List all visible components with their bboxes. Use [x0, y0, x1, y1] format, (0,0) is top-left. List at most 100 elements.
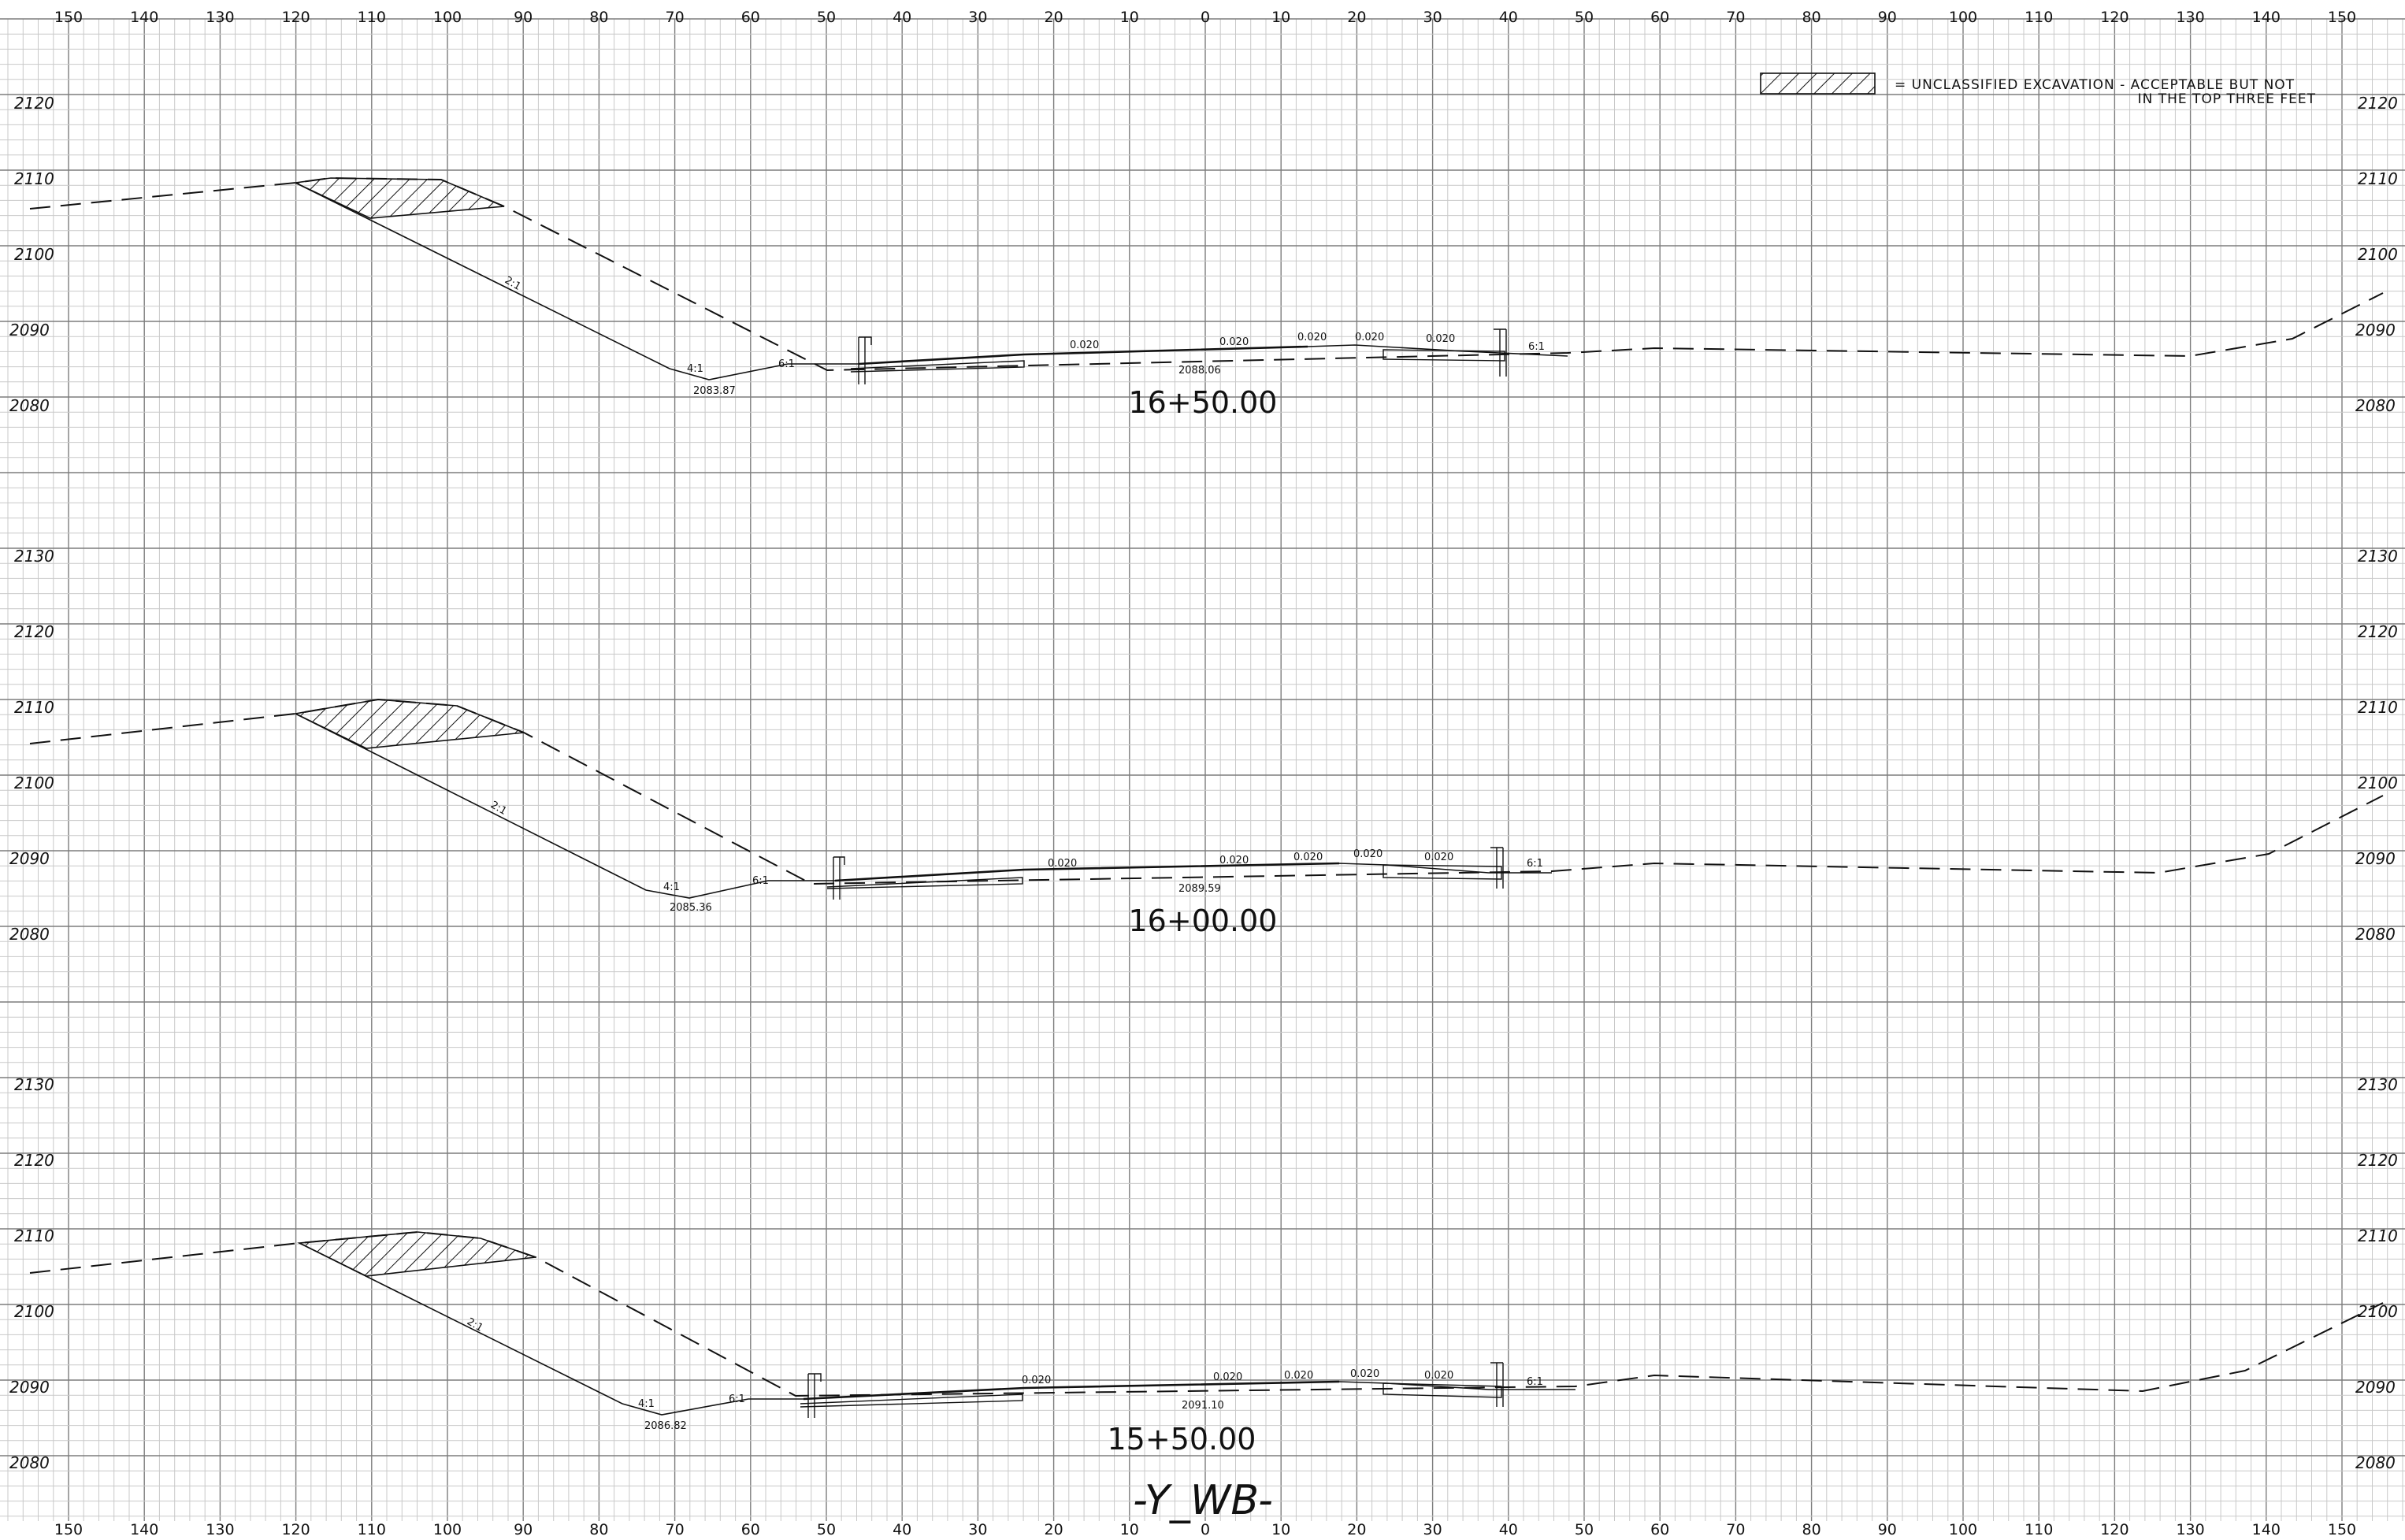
- offset-tick-label: 110: [358, 9, 386, 26]
- offset-tick-label: 100: [1949, 1521, 1977, 1538]
- offset-tick-label: 110: [2025, 9, 2053, 26]
- cross-slope-label: 0.020: [1284, 1370, 1313, 1382]
- offset-tick-label: 100: [1949, 9, 1977, 26]
- offset-tick-label: 40: [1499, 9, 1518, 26]
- offset-tick-label: 130: [2176, 9, 2204, 26]
- offset-tick-label: 90: [514, 9, 533, 26]
- left-elevation-labels: 2130 2120 2110 2100 2090 2080: [9, 1075, 54, 1472]
- offset-tick-label: 20: [1045, 9, 1063, 26]
- section-16-00: 2130 2120 2110 2100 2090 2080 2130 2120 …: [9, 547, 2398, 944]
- cross-slope-label: 0.020: [1424, 852, 1453, 863]
- elev-label: 2080: [9, 925, 50, 944]
- offset-tick-label: 60: [741, 1521, 760, 1538]
- offset-tick-label: 50: [1575, 1521, 1594, 1538]
- offset-tick-label: 30: [1423, 1521, 1442, 1538]
- offset-tick-label: 70: [666, 9, 685, 26]
- offset-tick-label: 130: [2176, 1521, 2204, 1538]
- offset-tick-label: 50: [817, 9, 836, 26]
- elev-label: 2130: [2358, 1075, 2398, 1094]
- offset-tick-label: 10: [1120, 9, 1139, 26]
- offset-tick-label: 10: [1271, 9, 1290, 26]
- right-elevation-labels: 2130 2120 2110 2100 2090 2080: [2355, 1075, 2398, 1472]
- cross-slope-label: 0.020: [1297, 332, 1327, 343]
- offset-tick-label: 10: [1120, 1521, 1139, 1538]
- elev-label: 2130: [14, 547, 54, 566]
- curb-and-gutter-right: [1383, 328, 1507, 377]
- section-15-50: 2130 2120 2110 2100 2090 2080 2130 2120 …: [9, 1075, 2398, 1472]
- offset-tick-label: 110: [358, 1521, 386, 1538]
- elev-label: 2090: [2355, 321, 2396, 340]
- left-elevation-labels: 2120 2110 2100 2090 2080: [9, 94, 54, 415]
- offset-tick-label: 20: [1045, 1521, 1063, 1538]
- elev-label: 2090: [2355, 849, 2396, 868]
- offset-tick-label: 30: [1423, 9, 1442, 26]
- cross-slope-label: 0.020: [1353, 848, 1383, 860]
- elev-label: 2120: [14, 1151, 54, 1170]
- elev-label: 2100: [2358, 774, 2398, 792]
- offset-tick-label: 90: [1878, 9, 1897, 26]
- offset-tick-label: 150: [2328, 1521, 2356, 1538]
- curb-and-gutter-left: [826, 856, 1023, 900]
- offset-tick-label: 120: [281, 1521, 310, 1538]
- elev-label: 2110: [14, 169, 54, 188]
- offset-tick-label: 30: [968, 9, 987, 26]
- elev-label: 2110: [2358, 169, 2398, 188]
- grade-elevation: 2088.06: [1178, 365, 1221, 377]
- cross-slope-label: 0.020: [1293, 852, 1323, 863]
- elev-label: 2110: [2358, 1226, 2398, 1245]
- curb-and-gutter-right: [1383, 1362, 1504, 1407]
- offset-tick-label: 120: [281, 9, 310, 26]
- right-elevation-labels: 2120 2110 2100 2090 2080: [2355, 94, 2398, 415]
- right-slope-label: 6:1: [1528, 341, 1545, 353]
- elev-label: 2080: [2355, 1453, 2396, 1472]
- offset-tick-label: 100: [433, 9, 462, 26]
- offset-tick-label: 140: [2252, 1521, 2281, 1538]
- offset-tick-label: 150: [54, 1521, 83, 1538]
- offset-tick-label: 140: [2252, 9, 2281, 26]
- elev-label: 2130: [14, 1075, 54, 1094]
- offset-tick-label: 150: [2328, 9, 2356, 26]
- elev-label: 2120: [2358, 1151, 2398, 1170]
- bottom-offset-axis: 150 140 130 120 110 100 90 80 70 60 50 40 30 20 10 0 10 2…: [54, 1521, 2356, 1538]
- offset-tick-label: 40: [1499, 1521, 1518, 1538]
- elev-label: 2100: [14, 774, 54, 792]
- offset-tick-label: 50: [1575, 9, 1594, 26]
- offset-tick-label: 70: [1726, 9, 1745, 26]
- left-elevation-labels: 2130 2120 2110 2100 2090 2080: [9, 547, 54, 944]
- curb-and-gutter-right: [1383, 847, 1504, 889]
- elev-label: 2080: [9, 1453, 50, 1472]
- sheet-title: -Y_WB-: [1133, 1477, 1273, 1524]
- offset-tick-label: 20: [1347, 9, 1366, 26]
- elev-label: 2090: [9, 1378, 50, 1397]
- ditch-elevation: 2086.82: [644, 1420, 687, 1432]
- legend-line-2: IN THE TOP THREE FEET: [2138, 91, 2316, 107]
- offset-tick-label: 80: [1802, 9, 1821, 26]
- cross-slope-label: 0.020: [1219, 855, 1249, 866]
- cross-slope-label: 0.020: [1070, 340, 1099, 351]
- offset-tick-label: 120: [2100, 1521, 2128, 1538]
- cross-slope-label: 0.020: [1424, 1370, 1453, 1382]
- offset-tick-label: 20: [1347, 1521, 1366, 1538]
- station-label: 16+50.00: [1129, 385, 1278, 420]
- offset-tick-label: 0: [1201, 1521, 1210, 1538]
- pavement-surface: [858, 345, 1308, 366]
- elev-label: 2090: [2355, 1378, 2396, 1397]
- pavement-surface: [803, 1380, 1340, 1401]
- unclassified-excavation-area: [293, 699, 525, 749]
- elev-label: 2090: [9, 321, 50, 340]
- elev-label: 2080: [9, 396, 50, 415]
- right-slope-label: 6:1: [1527, 1376, 1543, 1388]
- offset-tick-label: 70: [666, 1521, 685, 1538]
- cross-slope-label: 0.020: [1355, 332, 1384, 343]
- offset-tick-label: 80: [589, 9, 608, 26]
- cross-slope-label: 0.020: [1350, 1368, 1379, 1380]
- elev-label: 2120: [14, 622, 54, 641]
- legend-hatch-swatch: [1760, 72, 1876, 95]
- cross-slope-label: 0.020: [1213, 1371, 1242, 1383]
- elev-label: 2130: [2358, 547, 2398, 566]
- elev-label: 2100: [2358, 245, 2398, 264]
- offset-tick-label: 90: [1878, 1521, 1897, 1538]
- offset-tick-label: 50: [817, 1521, 836, 1538]
